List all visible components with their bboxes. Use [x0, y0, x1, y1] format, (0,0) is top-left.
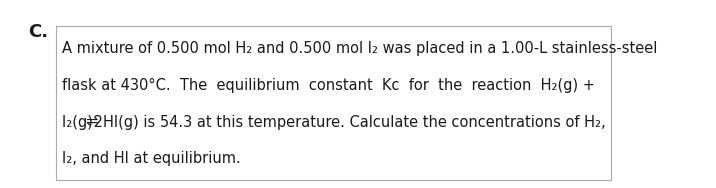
Text: A mixture of 0.500 mol H₂ and 0.500 mol I₂ was placed in a 1.00-L stainless-stee: A mixture of 0.500 mol H₂ and 0.500 mol … — [62, 41, 657, 56]
Text: I₂, and HI at equilibrium.: I₂, and HI at equilibrium. — [62, 151, 241, 166]
Text: 2HI(g) is 54.3 at this temperature. Calculate the concentrations of H₂,: 2HI(g) is 54.3 at this temperature. Calc… — [89, 115, 605, 130]
Text: I₂(g): I₂(g) — [62, 115, 97, 130]
Text: C.: C. — [28, 23, 48, 41]
Text: ⇌: ⇌ — [85, 115, 97, 130]
Text: flask at 430°C.  The  equilibrium  constant  Kᴄ  for  the  reaction  H₂(g) +: flask at 430°C. The equilibrium constant… — [62, 78, 595, 93]
FancyBboxPatch shape — [56, 26, 611, 180]
